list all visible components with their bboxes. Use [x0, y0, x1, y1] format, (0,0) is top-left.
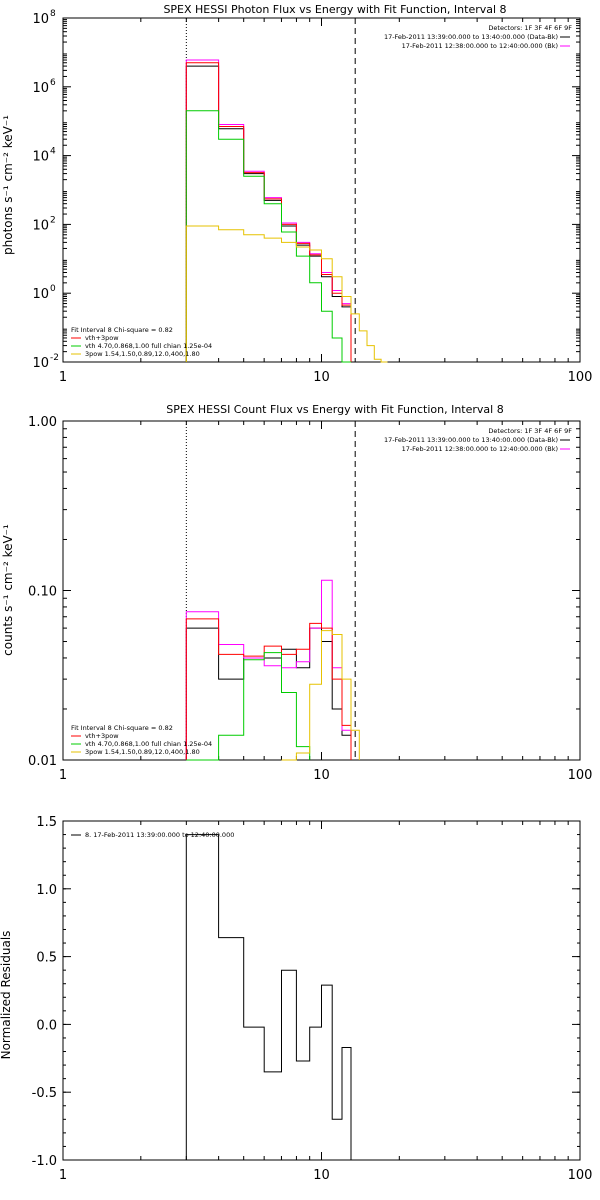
y-tick-label: 1.0	[36, 883, 57, 898]
y-tick-exponent: 2	[50, 215, 56, 225]
y-tick-exponent: -2	[50, 353, 59, 363]
y-tick-label: 10	[32, 150, 49, 165]
series-histogram-2	[185, 62, 352, 362]
y-tick-label: -0.5	[32, 1086, 57, 1101]
y-tick-label: 0.0	[36, 1018, 57, 1033]
y-tick-label: 10	[32, 356, 49, 371]
photon-flux-title: SPEX HESSI Photon Flux vs Energy with Fi…	[163, 3, 506, 16]
residuals-y-axis-label: Normalized Residuals	[0, 931, 13, 1060]
legend-fit-text: vth 4.70,0.868,1.00 full chian 1.25e-04	[85, 740, 212, 748]
y-tick-label: 10	[32, 287, 49, 302]
y-tick-exponent: 6	[50, 78, 56, 88]
photon-flux-panel: SPEX HESSI Photon Flux vs Energy with Fi…	[1, 3, 592, 385]
count-flux-title: SPEX HESSI Count Flux vs Energy with Fit…	[166, 403, 503, 416]
x-tick-label: 100	[568, 370, 593, 385]
y-tick-label: 0.5	[36, 951, 57, 966]
y-tick-label: 10	[32, 81, 49, 96]
y-tick-label: 0.10	[28, 585, 57, 600]
legend-fit-title: Fit Interval 8 Chi-square = 0.82	[71, 724, 173, 732]
legend-fit-text: vth 4.70,0.868,1.00 full chian 1.25e-04	[85, 342, 212, 350]
y-tick-label: 10	[32, 218, 49, 233]
y-tick-label: 10	[32, 12, 49, 27]
legend-detectors: Detectors: 1F 3F 4F 6F 9F	[488, 24, 572, 32]
series-histogram-3	[185, 110, 351, 363]
x-tick-label: 100	[568, 1168, 593, 1183]
x-tick-label: 10	[313, 1168, 330, 1183]
series-histogram-3	[186, 652, 311, 761]
x-tick-label: 10	[313, 768, 330, 783]
x-tick-label: 1	[59, 370, 67, 385]
legend-entry-text: 17-Feb-2011 12:38:00.000 to 12:40:00.000…	[402, 445, 558, 453]
y-tick-label: 1.5	[36, 815, 57, 830]
legend-detectors: Detectors: 1F 3F 4F 6F 9F	[488, 427, 572, 435]
photon-flux-y-axis-label: photons s⁻¹ cm⁻² keV⁻¹	[1, 115, 15, 255]
y-tick-label: 0.01	[28, 754, 57, 769]
series-histogram-4	[185, 225, 388, 363]
legend-fit-text: vth+3pow	[85, 732, 119, 740]
legend-fit-text: 8. 17-Feb-2011 13:39:00.000 to 12:40:00.…	[85, 831, 234, 839]
x-tick-label: 100	[568, 768, 593, 783]
series-histogram-1	[185, 579, 352, 760]
series-histogram-2	[185, 618, 352, 760]
series-histogram-0	[185, 834, 352, 1160]
residuals-panel: Normalized Residuals 1 10 100 -1.0 -0.5 0.0 0.…	[0, 815, 592, 1183]
y-tick-label: 1.00	[28, 415, 57, 430]
x-tick-label: 1	[59, 1168, 67, 1183]
count-flux-panel: SPEX HESSI Count Flux vs Energy with Fit…	[1, 403, 592, 783]
legend-entry-text: 17-Feb-2011 12:38:00.000 to 12:40:00.000…	[402, 42, 558, 50]
legend-fit-title: Fit Interval 8 Chi-square = 0.82	[71, 326, 173, 334]
y-tick-exponent: 0	[50, 284, 56, 294]
y-tick-exponent: 8	[50, 9, 56, 19]
y-tick-label: -1.0	[32, 1154, 57, 1169]
legend-fit-text: vth+3pow	[85, 334, 119, 342]
legend-fit-text: 3pow 1.54,1.50,0.89,12.0,400,1.80	[85, 748, 200, 756]
legend-entry-text: 17-Feb-2011 13:39:00.000 to 13:40:00.000…	[384, 33, 558, 41]
legend-fit-text: 3pow 1.54,1.50,0.89,12.0,400,1.80	[85, 350, 200, 358]
count-flux-y-axis-label: counts s⁻¹ cm⁻² keV⁻¹	[1, 524, 15, 656]
series-histogram-4	[281, 630, 360, 761]
y-tick-exponent: 4	[50, 147, 56, 157]
legend-entry-text: 17-Feb-2011 13:39:00.000 to 13:40:00.000…	[384, 436, 558, 444]
x-tick-label: 10	[313, 370, 330, 385]
x-tick-label: 1	[59, 768, 67, 783]
series-histogram-1	[185, 59, 352, 362]
